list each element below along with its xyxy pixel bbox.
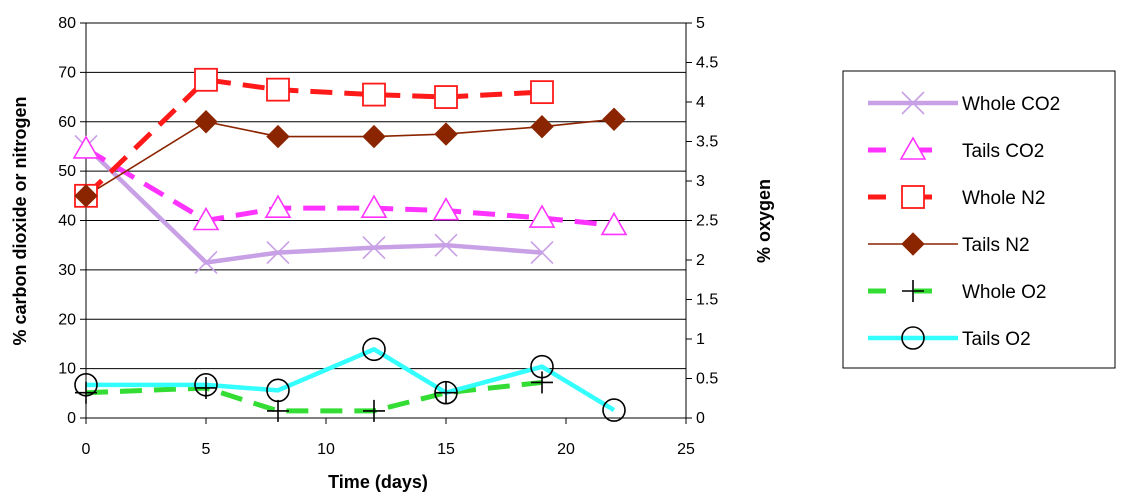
data-point <box>72 135 100 159</box>
data-point <box>362 82 386 107</box>
legend-label: Whole O2 <box>962 282 1046 303</box>
data-point <box>432 197 460 221</box>
legend: Whole CO2 Tails CO2 Whole N2 Tails N2 Whole … <box>842 70 1116 369</box>
data-point <box>362 337 386 362</box>
y-right-tick-label: 3.5 <box>696 134 718 151</box>
data-point <box>266 77 290 102</box>
legend-marker <box>901 232 925 256</box>
legend-label: Tails O2 <box>962 329 1031 350</box>
data-point <box>192 206 220 231</box>
data-point <box>267 399 289 422</box>
y-right-tick-label: 1.5 <box>696 292 718 309</box>
legend-marker <box>901 326 925 350</box>
y-right-tick-label: 4.5 <box>696 55 718 72</box>
data-point <box>74 184 98 208</box>
y-right-tick-label: 2 <box>696 252 705 269</box>
legend-label: Tails CO2 <box>962 141 1044 162</box>
series-line-whole-o2 <box>85 379 543 414</box>
x-tick-label: 25 <box>677 441 695 458</box>
series-line-tails-co2 <box>84 146 615 228</box>
legend-entry: Tails O2 <box>868 326 1031 350</box>
y-right-tick-label: 1 <box>696 331 705 348</box>
x-axis-title: Time (days) <box>328 472 428 492</box>
legend-marker <box>901 91 925 115</box>
legend-box <box>842 70 1116 369</box>
data-point <box>531 371 553 394</box>
y-right-tick-label: 0.5 <box>696 371 718 388</box>
data-point <box>266 378 290 403</box>
y-left-tick-label: 60 <box>58 114 76 131</box>
data-point <box>194 110 218 134</box>
legend-marker <box>902 280 924 302</box>
data-point <box>530 80 554 105</box>
x-tick-label: 10 <box>317 441 335 458</box>
data-point <box>434 380 458 405</box>
y-right-tick-label: 0 <box>696 410 705 427</box>
y-right-tick-label: 5 <box>696 15 705 32</box>
legend-entry: Whole O2 <box>868 280 1046 303</box>
y-right-tick-label: 3 <box>696 173 705 190</box>
data-point <box>602 107 626 131</box>
y-left-tick-label: 30 <box>58 262 76 279</box>
data-point <box>530 114 554 139</box>
data-point <box>264 194 292 218</box>
series-line-whole-co2 <box>84 144 543 265</box>
data-point <box>434 122 458 146</box>
data-point <box>362 236 386 260</box>
data-point <box>530 241 554 265</box>
data-point <box>194 250 218 275</box>
y-right-axis-title: % oxygen <box>754 179 774 263</box>
x-tick-label: 5 <box>202 441 211 458</box>
data-point <box>435 381 457 404</box>
y-right-tick-label: 4 <box>696 94 705 111</box>
y-left-tick-label: 50 <box>58 163 76 180</box>
y-right-tick-label: 2.5 <box>696 213 718 230</box>
legend-entry: Whole CO2 <box>868 91 1060 115</box>
data-point <box>434 233 458 257</box>
y-left-tick-label: 70 <box>58 64 76 81</box>
legend-marker <box>901 185 925 209</box>
data-point <box>362 124 386 149</box>
legend-entry: Tails CO2 <box>868 136 1044 162</box>
y-left-axis-title: % carbon dioxide or nitrogen <box>10 96 30 345</box>
x-tick-label: 20 <box>557 441 575 458</box>
gridlines <box>86 22 686 370</box>
data-point <box>194 373 218 397</box>
y-left-tick-label: 0 <box>67 410 76 427</box>
data-point <box>602 398 626 422</box>
data-point <box>600 211 628 236</box>
legend-label: Whole N2 <box>962 188 1045 209</box>
marker-layer <box>72 67 628 422</box>
series-line-whole-n2 <box>84 77 543 198</box>
data-point <box>74 373 98 397</box>
x-tick-label: 0 <box>82 441 91 458</box>
data-point <box>528 204 556 228</box>
data-point <box>194 67 218 92</box>
y-left-tick-label: 80 <box>58 15 76 32</box>
y-left-tick-label: 40 <box>58 213 76 230</box>
y-left-tick-label: 10 <box>58 361 76 378</box>
data-point <box>266 124 290 149</box>
legend-label: Tails N2 <box>962 235 1030 256</box>
data-point <box>530 354 554 379</box>
data-point <box>360 194 388 218</box>
legend-entry: Tails N2 <box>868 232 1030 256</box>
legend-marker <box>899 136 927 160</box>
legend-label: Whole CO2 <box>962 94 1060 115</box>
x-tick-label: 15 <box>437 441 455 458</box>
y-left-tick-label: 20 <box>58 311 76 328</box>
data-point <box>363 399 385 422</box>
legend-entry: Whole N2 <box>868 185 1045 209</box>
data-point <box>434 85 458 109</box>
data-point <box>266 241 290 265</box>
